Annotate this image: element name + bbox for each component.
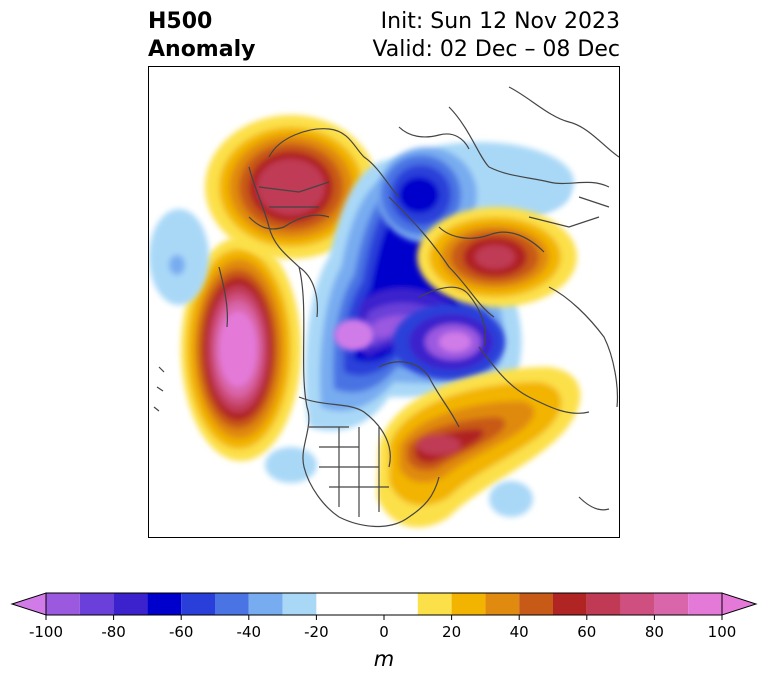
ridge-scandinavia — [417, 207, 577, 307]
colorbar-tick-label: -40 — [237, 623, 262, 641]
trough-eastern-arctic — [393, 304, 505, 380]
map-panel — [148, 66, 620, 538]
trough-west-pacific — [149, 209, 209, 305]
coastlines — [153, 86, 619, 528]
colorbar-tick-label: -20 — [304, 623, 329, 641]
trough-kara-sea — [377, 142, 574, 243]
colorbar-extend-high — [721, 592, 758, 616]
colorbar-segment — [113, 593, 148, 615]
colorbar-segment — [586, 593, 621, 615]
colorbar-segment — [519, 593, 553, 615]
colorbar-segment — [485, 593, 520, 615]
colorbar-segment — [282, 593, 317, 615]
colorbar-segment — [147, 593, 182, 615]
colorbar-segment — [350, 593, 418, 615]
colorbar-segment — [417, 593, 452, 615]
colorbar-segment — [248, 593, 283, 615]
colorbar-segment — [215, 593, 249, 615]
colorbar-segment — [451, 593, 486, 615]
colorbar-tick-label: 100 — [708, 623, 737, 641]
colorbar-segment — [620, 593, 655, 615]
colorbar-segment — [316, 593, 351, 615]
trough-core — [334, 319, 374, 351]
colorbar-tick-label: 20 — [442, 623, 461, 641]
colorbar-segment — [654, 593, 689, 615]
anomaly-map — [149, 86, 619, 528]
colorbar-tick-label: -80 — [101, 623, 126, 641]
title-line-2: Anomaly — [148, 37, 256, 62]
colorbar-segment — [553, 593, 587, 615]
colorbar-segment — [79, 593, 114, 615]
ridge-north-pacific — [181, 237, 301, 461]
valid-date: Valid: 02 Dec – 08 Dec — [372, 37, 620, 62]
colorbar-graphic: -100 -80 -60 -40 -20 0 20 40 60 80 100 m — [10, 592, 758, 671]
title-line-1: H500 — [148, 9, 213, 34]
colorbar-segment — [181, 593, 215, 615]
colorbar-unit-label: m — [374, 647, 394, 671]
init-date: Init: Sun 12 Nov 2023 — [380, 9, 620, 34]
colorbar-tick-label: 80 — [645, 623, 664, 641]
map-title: H500 Anomaly — [148, 8, 255, 64]
colorbar-tick-label: 40 — [510, 623, 529, 641]
colorbar-tick-label: -100 — [29, 623, 63, 641]
colorbar-segment — [46, 593, 80, 615]
colorbar-extend-low — [10, 592, 47, 616]
colorbar-tick-label: -60 — [169, 623, 194, 641]
map-dates: Init: Sun 12 Nov 2023 Valid: 02 Dec – 08… — [372, 8, 620, 64]
colorbar-tick-label: 60 — [577, 623, 596, 641]
colorbar-tick-label: 0 — [379, 623, 389, 641]
ridge-north-atlantic — [377, 367, 581, 528]
colorbar-segment — [688, 593, 722, 615]
trough-west-coast — [265, 447, 533, 517]
colorbar: -100 -80 -60 -40 -20 0 20 40 60 80 100 m — [0, 580, 768, 680]
